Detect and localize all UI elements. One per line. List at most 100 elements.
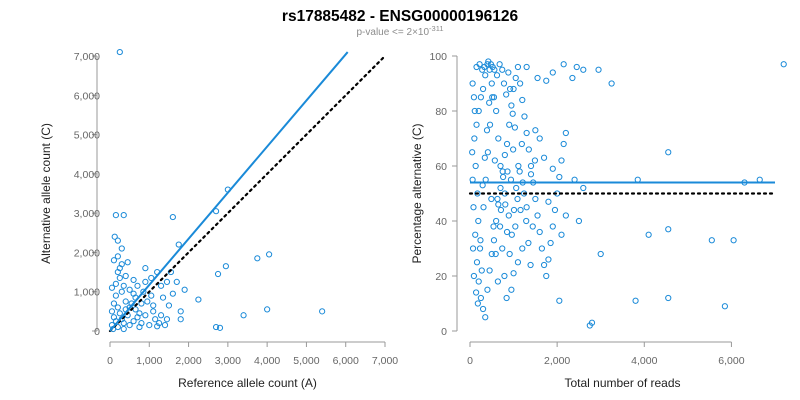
right-data-point bbox=[545, 198, 552, 205]
right-data-point bbox=[481, 154, 488, 161]
right-data-point bbox=[469, 80, 476, 87]
right-x-axis-label: Total number of reads bbox=[564, 376, 680, 390]
right-data-point bbox=[470, 272, 478, 280]
right-data-point bbox=[496, 61, 503, 68]
right-data-point bbox=[505, 69, 512, 76]
right-data-point bbox=[665, 226, 672, 233]
right-data-point bbox=[481, 63, 488, 71]
right-data-point bbox=[515, 162, 522, 170]
left-data-point bbox=[150, 308, 157, 315]
right-data-point bbox=[517, 80, 524, 87]
right-data-point bbox=[532, 195, 539, 203]
right-data-point bbox=[538, 245, 545, 252]
right-data-point bbox=[482, 72, 489, 79]
right-data-point bbox=[514, 259, 522, 266]
left-data-point bbox=[144, 298, 151, 305]
left-data-point bbox=[163, 278, 171, 285]
right-data-point bbox=[484, 149, 491, 156]
right-data-point bbox=[518, 140, 525, 148]
left-y-tick-label: 0 bbox=[94, 326, 100, 338]
left-data-point bbox=[122, 298, 129, 305]
right-data-point bbox=[516, 168, 523, 175]
right-data-point bbox=[480, 204, 487, 211]
left-data-point bbox=[110, 257, 118, 264]
right-y-tick-label: 80 bbox=[435, 106, 447, 118]
left-data-point bbox=[152, 316, 159, 323]
right-data-point bbox=[502, 201, 509, 208]
right-data-point bbox=[558, 157, 565, 164]
right-data-point bbox=[484, 286, 491, 293]
left-data-point bbox=[175, 241, 182, 248]
right-y-tick-label: 60 bbox=[435, 161, 447, 173]
right-data-point bbox=[470, 94, 478, 101]
left-data-point bbox=[134, 282, 141, 289]
left-data-point bbox=[181, 286, 188, 293]
left-data-point bbox=[264, 306, 271, 313]
right-y-tick-label: 20 bbox=[435, 271, 447, 283]
right-data-point bbox=[505, 212, 512, 219]
left-data-point bbox=[240, 312, 247, 319]
left-data-point bbox=[136, 323, 143, 331]
left-x-tick-label: 6,000 bbox=[333, 355, 359, 367]
left-data-point bbox=[111, 233, 118, 240]
left-data-point bbox=[120, 212, 127, 219]
p-value-exponent: -311 bbox=[429, 24, 443, 33]
left-data-point bbox=[130, 276, 137, 284]
left-y-axis-label: Alternative allele count (C) bbox=[39, 123, 53, 264]
left-data-point bbox=[177, 316, 184, 323]
left-data-point bbox=[114, 253, 121, 260]
left-data-point bbox=[134, 314, 141, 321]
right-data-point bbox=[523, 217, 530, 225]
right-data-point bbox=[523, 63, 530, 71]
left-data-point bbox=[159, 294, 167, 301]
left-data-point bbox=[173, 278, 180, 285]
right-data-point bbox=[471, 107, 478, 115]
right-data-point bbox=[586, 322, 593, 329]
right-data-point bbox=[497, 206, 505, 214]
right-data-point bbox=[545, 256, 552, 263]
right-data-point bbox=[547, 239, 554, 247]
left-data-point bbox=[116, 310, 123, 317]
left-reference-line bbox=[108, 54, 387, 333]
left-data-point bbox=[169, 290, 176, 297]
right-data-point bbox=[503, 228, 511, 236]
right-data-point bbox=[493, 107, 500, 115]
right-data-point bbox=[501, 151, 508, 159]
right-data-point bbox=[500, 80, 508, 87]
right-data-point bbox=[511, 124, 518, 131]
right-data-point bbox=[476, 61, 483, 68]
right-data-point bbox=[558, 231, 565, 238]
right-data-point bbox=[471, 135, 478, 142]
right-data-point bbox=[534, 212, 541, 219]
right-data-point bbox=[580, 66, 587, 73]
right-data-point bbox=[477, 94, 484, 101]
right-data-point bbox=[556, 297, 563, 304]
left-data-point bbox=[114, 268, 121, 276]
left-data-point bbox=[169, 213, 176, 221]
right-data-point bbox=[473, 259, 481, 266]
left-y-tick-label: 3,000 bbox=[74, 208, 100, 220]
right-data-point bbox=[508, 231, 515, 238]
right-data-point bbox=[512, 223, 519, 230]
right-data-point bbox=[477, 294, 484, 302]
left-x-tick-label: 5,000 bbox=[293, 355, 319, 367]
right-data-point bbox=[708, 237, 715, 244]
left-data-point bbox=[140, 288, 147, 295]
right-data-point bbox=[493, 72, 501, 79]
left-data-point bbox=[195, 296, 202, 303]
left-x-tick-label: 0 bbox=[107, 355, 113, 367]
right-data-point bbox=[504, 168, 511, 175]
right-data-point bbox=[527, 162, 535, 170]
right-data-point bbox=[665, 149, 672, 156]
left-data-point bbox=[112, 212, 119, 219]
right-data-point bbox=[500, 173, 507, 181]
left-data-point bbox=[110, 300, 118, 307]
right-data-point bbox=[493, 217, 500, 225]
right-data-point bbox=[665, 294, 672, 302]
left-y-tick-label: 5,000 bbox=[74, 130, 100, 142]
right-data-point bbox=[483, 127, 491, 134]
left-y-tick-label: 6,000 bbox=[74, 90, 100, 102]
right-data-point bbox=[491, 66, 498, 73]
left-data-point bbox=[126, 286, 133, 293]
